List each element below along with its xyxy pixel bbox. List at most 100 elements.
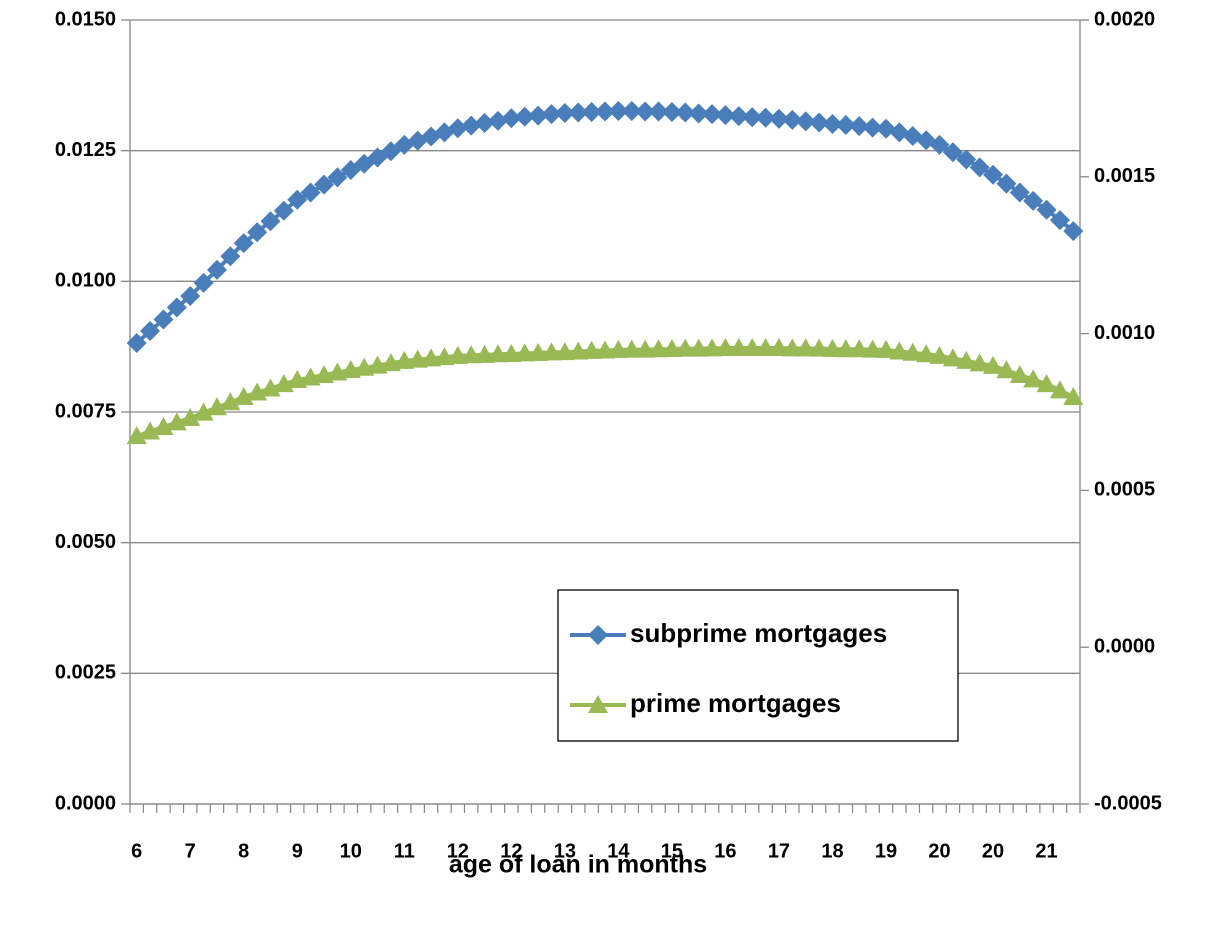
data-point	[1063, 221, 1084, 242]
data-point	[1049, 210, 1070, 231]
data-point	[300, 182, 321, 203]
data-point	[501, 343, 522, 362]
data-point	[996, 173, 1017, 194]
data-point	[635, 339, 656, 358]
data-point	[835, 115, 856, 136]
y-tick-label: 0.0000	[55, 792, 116, 814]
data-point	[661, 338, 682, 357]
data-point	[461, 115, 482, 136]
x-tick-label: 17	[768, 840, 790, 862]
x-tick-label: 18	[821, 840, 843, 862]
data-point	[595, 340, 615, 359]
data-point	[1009, 364, 1030, 383]
data-point	[581, 340, 602, 359]
data-point	[902, 342, 923, 361]
data-point	[1023, 190, 1044, 211]
x-tick-label: 21	[1035, 840, 1057, 862]
data-point	[1036, 374, 1057, 393]
data-point	[220, 392, 241, 411]
data-point	[929, 345, 950, 364]
legend-box	[557, 589, 959, 742]
data-point	[407, 349, 428, 368]
data-point	[166, 297, 187, 318]
data-point	[327, 167, 348, 188]
data-point	[835, 339, 856, 358]
data-point	[541, 104, 562, 125]
data-point	[180, 285, 201, 306]
x-tick-label: 11	[394, 840, 415, 862]
data-point	[916, 344, 937, 363]
data-point	[153, 417, 174, 436]
legend-marker	[588, 695, 608, 713]
x-tick-label: 13	[554, 840, 576, 862]
data-point	[180, 407, 201, 426]
data-point	[768, 338, 789, 357]
data-point	[126, 333, 147, 354]
y2-tick-label: -0.0005	[1094, 792, 1162, 814]
legend: subprime mortgages prime mortgages	[557, 589, 959, 742]
data-point	[702, 338, 723, 357]
data-point	[595, 101, 615, 122]
data-point	[969, 353, 990, 372]
data-point	[153, 309, 174, 330]
data-point	[849, 339, 870, 358]
data-point	[1049, 380, 1070, 399]
data-point	[220, 246, 241, 267]
data-point	[514, 106, 535, 127]
y2-tick-label: 0.0005	[1094, 479, 1155, 501]
data-point	[795, 338, 816, 357]
data-point	[273, 200, 294, 221]
data-point	[996, 360, 1017, 379]
data-point	[929, 134, 950, 155]
data-point	[809, 338, 830, 357]
data-point	[1009, 182, 1030, 203]
data-point	[447, 118, 468, 139]
data-point	[702, 104, 723, 125]
data-point	[461, 345, 482, 364]
data-point	[1023, 369, 1044, 388]
x-tick-label: 6	[131, 840, 142, 862]
data-point	[688, 338, 709, 357]
data-point	[501, 108, 522, 129]
data-point	[875, 339, 896, 358]
data-point	[581, 101, 602, 122]
x-tick-label: 12	[447, 840, 469, 862]
data-point	[809, 112, 830, 133]
data-point	[822, 114, 843, 135]
y2-tick-label: 0.0010	[1094, 322, 1155, 344]
data-point	[768, 108, 789, 129]
x-tick-label: 20	[982, 840, 1004, 862]
data-point	[889, 341, 910, 360]
x-tick-label: 9	[292, 840, 303, 862]
data-point	[474, 112, 495, 133]
data-point	[206, 397, 227, 416]
data-point	[862, 117, 883, 138]
y2-tick-label: 0.0000	[1094, 635, 1155, 657]
data-point	[421, 348, 442, 367]
data-point	[755, 338, 776, 357]
data-point	[608, 100, 629, 121]
x-tick-label: 15	[661, 840, 683, 862]
data-point	[233, 233, 254, 254]
data-point	[742, 107, 763, 128]
y-tick-label: 0.0100	[55, 270, 116, 292]
x-tick-label: 19	[875, 840, 897, 862]
data-point	[1036, 199, 1057, 220]
data-point	[983, 355, 1004, 374]
data-point	[568, 341, 589, 360]
legend-marker	[588, 625, 608, 645]
data-point	[260, 211, 281, 232]
y-tick-label: 0.0150	[55, 8, 116, 30]
data-point	[621, 100, 642, 121]
data-point	[487, 110, 508, 131]
data-point	[715, 338, 736, 357]
y-tick-label: 0.0050	[55, 531, 116, 553]
data-point	[314, 174, 335, 195]
data-point	[608, 339, 629, 358]
y2-tick-label: 0.0015	[1094, 165, 1155, 187]
x-tick-label: 12	[500, 840, 522, 862]
data-point	[742, 338, 763, 357]
data-point	[621, 339, 642, 358]
data-point	[755, 107, 776, 128]
